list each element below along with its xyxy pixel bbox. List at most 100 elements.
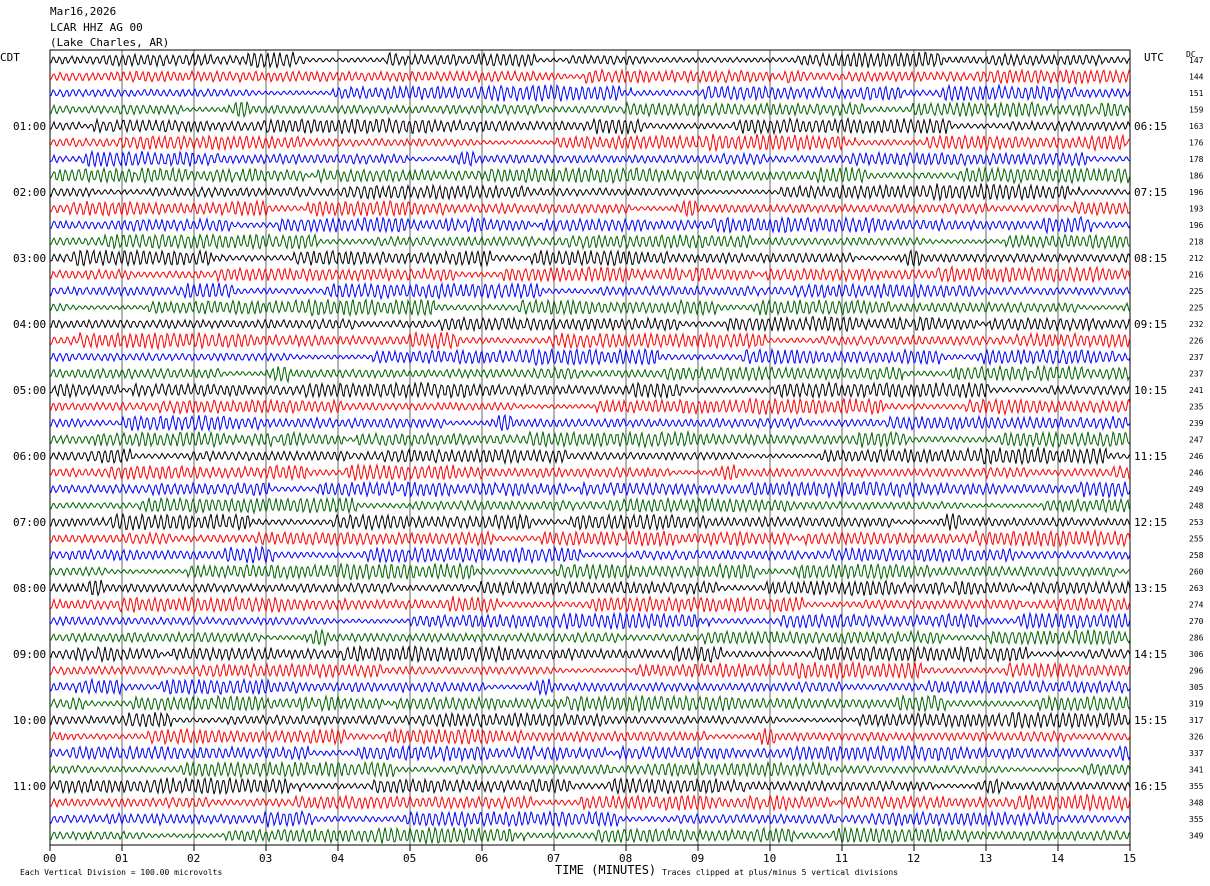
dc-label: DC [1186,50,1196,59]
dc-offset-label: 246 [1189,452,1204,461]
seismic-trace [49,413,1131,433]
dc-offset-label: 305 [1189,683,1204,692]
seismic-trace [49,380,1131,400]
seismic-trace [49,777,1131,796]
x-tick-label: 10 [763,852,776,865]
dc-offset-label: 237 [1189,370,1204,379]
seismic-trace [49,199,1131,218]
seismic-trace [49,792,1131,813]
dc-offset-label: 225 [1189,287,1204,296]
dc-offset-label: 355 [1189,782,1204,791]
right-hour-label: 14:15 [1134,648,1167,661]
seismic-trace [49,727,1131,746]
dc-offset-label: 319 [1189,700,1204,709]
right-hour-label: 11:15 [1134,450,1167,463]
dc-offset-label: 248 [1189,502,1204,511]
left-hour-label: 05:00 [13,384,46,397]
left-timezone: CDT [0,51,20,64]
right-hour-label: 10:15 [1134,384,1167,397]
left-hour-label: 11:00 [13,780,46,793]
seismic-trace [49,462,1131,482]
dc-offset-label: 355 [1189,815,1204,824]
scale-note: Each Vertical Division = 100.00 microvol… [20,868,222,877]
dc-offset-label: 258 [1189,551,1204,560]
dc-offset-label: 253 [1189,518,1204,527]
dc-offset-label: 249 [1189,485,1204,494]
dc-offset-label: 247 [1189,436,1204,445]
seismic-trace [49,166,1131,185]
x-tick-label: 06 [475,852,488,865]
dc-offset-label: 232 [1189,320,1204,329]
seismic-trace [49,677,1131,697]
dc-offset-label: 246 [1189,469,1204,478]
seismic-trace [49,264,1131,284]
seismic-trace [49,116,1131,136]
seismic-trace [49,68,1131,86]
dc-offset-label: 151 [1189,89,1204,98]
dc-offset-label: 270 [1189,617,1204,626]
seismic-trace [49,512,1131,532]
seismic-trace [49,248,1131,268]
left-hour-label: 04:00 [13,318,46,331]
dc-offset-label: 306 [1189,650,1204,659]
dc-offset-label: 163 [1189,122,1204,131]
seismic-trace [49,628,1131,647]
x-tick-label: 09 [691,852,704,865]
dc-offset-label: 178 [1189,155,1204,164]
dc-offset-label: 218 [1189,238,1204,247]
dc-offset-label: 274 [1189,601,1204,610]
seismic-trace [49,100,1131,119]
dc-offset-label: 317 [1189,716,1204,725]
right-hour-label: 09:15 [1134,318,1167,331]
dc-offset-label: 348 [1189,799,1204,808]
dc-offset-label: 341 [1189,766,1204,775]
seismic-trace [49,149,1131,168]
dc-offset-label: 296 [1189,667,1204,676]
left-hour-label: 08:00 [13,582,46,595]
dc-offset-label: 235 [1189,403,1204,412]
seismic-trace [49,711,1131,730]
seismic-trace [49,133,1131,153]
x-tick-label: 04 [331,852,345,865]
left-hour-label: 01:00 [13,120,46,133]
right-hour-label: 13:15 [1134,582,1167,595]
x-tick-label: 05 [403,852,416,865]
dc-offset-label: 226 [1189,337,1204,346]
seismic-trace [49,825,1131,845]
x-tick-label: 03 [259,852,272,865]
x-tick-label: 08 [619,852,632,865]
seismic-trace [49,315,1131,333]
seismic-trace [49,528,1131,548]
left-hour-label: 09:00 [13,648,46,661]
seismic-trace [49,396,1131,416]
left-hour-label: 07:00 [13,516,46,529]
dc-offset-label: 196 [1189,221,1204,230]
dc-offset-label: 260 [1189,568,1204,577]
dc-offset-label: 196 [1189,188,1204,197]
seismic-trace [49,561,1131,581]
seismic-trace [49,611,1131,631]
seismic-trace [49,429,1131,450]
left-hour-label: 02:00 [13,186,46,199]
seismic-trace [49,760,1131,779]
dc-offset-label: 286 [1189,634,1204,643]
station-label: LCAR HHZ AG 00 [50,21,143,34]
clip-note: Traces clipped at plus/minus 5 vertical … [662,868,898,877]
seismic-trace [49,744,1131,763]
seismic-trace [49,347,1131,367]
seismic-trace [49,660,1131,681]
x-tick-label: 15 [1123,852,1136,865]
dc-offset-label: 241 [1189,386,1204,395]
dc-offset-label: 239 [1189,419,1204,428]
right-hour-label: 08:15 [1134,252,1167,265]
right-hour-label: 07:15 [1134,186,1167,199]
dc-offset-label: 147 [1189,56,1204,65]
seismic-trace [49,215,1131,235]
dc-offset-label: 216 [1189,271,1204,280]
dc-offset-label: 212 [1189,254,1204,263]
date-label: Mar16,2026 [50,5,116,18]
right-hour-label: 06:15 [1134,120,1167,133]
seismic-trace [49,51,1131,70]
x-tick-label: 00 [43,852,56,865]
